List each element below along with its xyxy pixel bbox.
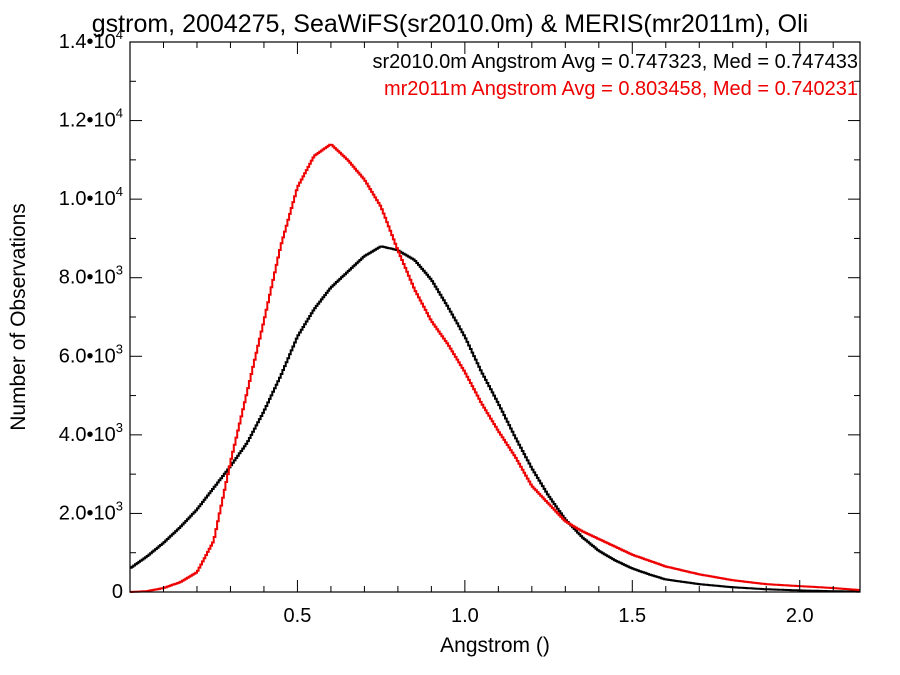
y-tick-label: 0 (112, 581, 123, 603)
y-tick-label: 1.4•104 (59, 27, 123, 53)
annotation-sr2010: sr2010.0m Angstrom Avg = 0.747323, Med =… (372, 51, 858, 73)
x-tick-label: 0.5 (284, 605, 312, 627)
series-line-1 (130, 143, 860, 593)
x-tick-label: 1.0 (451, 605, 479, 627)
y-tick-label: 1.2•104 (59, 106, 123, 132)
x-axis-label: Angstrom () (440, 634, 550, 657)
y-tick-label: 2.0•103 (59, 498, 123, 524)
y-tick-label: 6.0•103 (59, 341, 123, 367)
y-tick-label: 1.0•104 (59, 184, 123, 210)
x-axis-ticks: 0.5 1.0 1.5 2.0 (162, 42, 834, 627)
y-tick-label: 8.0•103 (59, 263, 123, 289)
plot-frame (129, 41, 861, 593)
y-axis-label: Number of Observations (7, 203, 30, 431)
chart-title: gstrom, 2004275, SeaWiFS(sr2010.0m) & ME… (92, 10, 808, 38)
y-tick-label: 4.0•103 (59, 420, 123, 446)
y-axis-ticks: 0 2.0•103 4.0•103 6.0•103 8.0•103 1.0•104 1.2•… (59, 27, 860, 603)
plot-area (130, 143, 860, 593)
x-tick-label: 2.0 (786, 605, 814, 627)
series-line-0 (130, 245, 860, 593)
annotation-mr2011: mr2011m Angstrom Avg = 0.803458, Med = 0… (384, 78, 858, 100)
x-tick-label: 1.5 (618, 605, 646, 627)
